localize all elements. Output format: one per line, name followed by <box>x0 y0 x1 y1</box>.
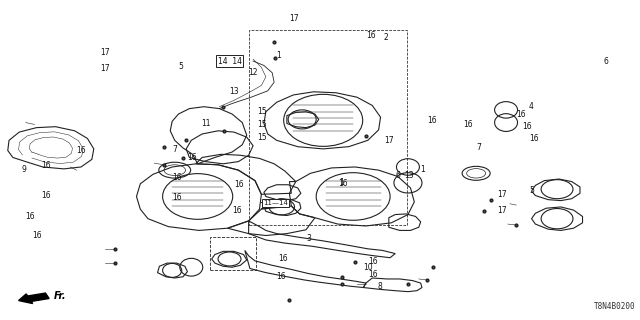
Text: 3: 3 <box>306 234 311 243</box>
Text: 16: 16 <box>427 116 436 125</box>
Text: 16: 16 <box>188 153 197 162</box>
Text: 16: 16 <box>234 180 244 189</box>
Text: 16: 16 <box>368 257 378 266</box>
Text: 9: 9 <box>22 165 27 174</box>
Text: 4: 4 <box>529 101 534 111</box>
Text: 7: 7 <box>476 143 481 152</box>
Text: 12: 12 <box>248 68 258 77</box>
Text: 13: 13 <box>230 87 239 96</box>
Bar <box>248 30 406 225</box>
Text: 17: 17 <box>100 48 109 57</box>
Text: 5: 5 <box>178 62 183 71</box>
Text: 17: 17 <box>497 206 507 215</box>
Text: 16: 16 <box>172 173 182 182</box>
Text: 16: 16 <box>366 31 376 40</box>
Text: 5: 5 <box>529 186 534 195</box>
Text: 15: 15 <box>257 133 267 142</box>
Text: 16: 16 <box>172 193 182 202</box>
Text: 11: 11 <box>201 119 211 128</box>
Text: 16: 16 <box>278 254 288 263</box>
Text: 6: 6 <box>604 57 609 66</box>
Text: 17: 17 <box>100 64 109 73</box>
Text: 2: 2 <box>384 33 388 42</box>
Text: Fr.: Fr. <box>54 291 67 301</box>
Text: 16: 16 <box>26 212 35 221</box>
Text: 6: 6 <box>395 171 400 180</box>
Text: 1: 1 <box>420 165 426 174</box>
Text: T8N4B0200: T8N4B0200 <box>594 302 636 311</box>
Text: 15: 15 <box>257 120 267 129</box>
Text: 1: 1 <box>339 178 344 187</box>
Text: 16: 16 <box>32 231 42 240</box>
Text: 13: 13 <box>404 171 413 180</box>
Text: 16: 16 <box>41 191 51 200</box>
Text: 16: 16 <box>463 120 473 129</box>
Text: 16: 16 <box>41 161 51 170</box>
Text: 1: 1 <box>276 52 282 60</box>
Text: 16: 16 <box>523 122 532 131</box>
Text: 17: 17 <box>289 14 299 23</box>
Text: 8: 8 <box>378 282 382 291</box>
Bar <box>211 237 256 270</box>
Text: 16: 16 <box>338 179 348 188</box>
Text: 15: 15 <box>257 107 267 116</box>
Text: 16: 16 <box>276 272 286 281</box>
Text: 17: 17 <box>497 190 507 199</box>
Text: 16: 16 <box>516 110 526 119</box>
Text: 16: 16 <box>529 134 539 143</box>
Text: 7: 7 <box>172 145 177 154</box>
Text: 16: 16 <box>77 146 86 155</box>
Text: 17: 17 <box>384 136 394 145</box>
Text: 16: 16 <box>368 270 378 279</box>
FancyArrow shape <box>19 293 49 304</box>
Text: 16: 16 <box>232 206 242 215</box>
Text: 10: 10 <box>364 263 373 272</box>
Text: 14  14: 14 14 <box>218 57 241 66</box>
Text: 11—14: 11—14 <box>263 200 288 206</box>
Text: 11: 11 <box>260 203 269 212</box>
